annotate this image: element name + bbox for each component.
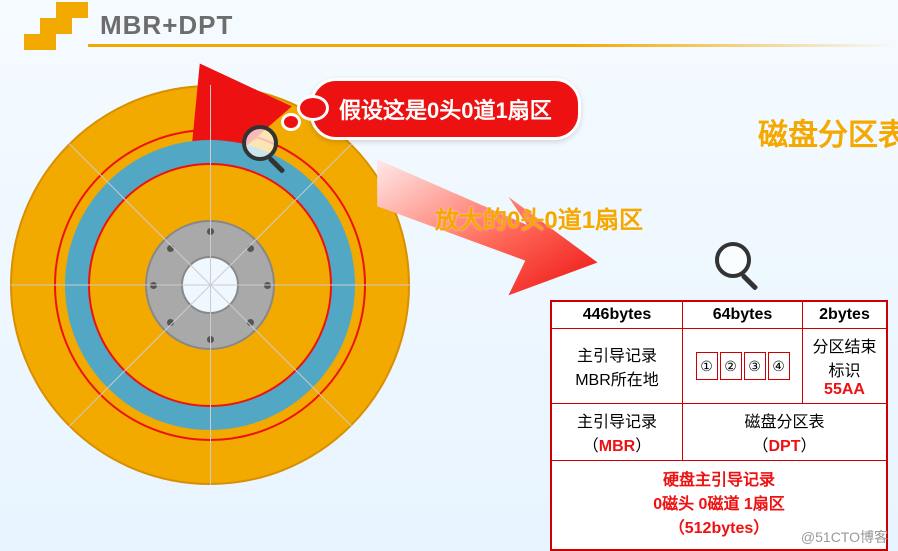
text: 主引导记录	[577, 342, 657, 366]
magnifier-icon	[242, 125, 288, 171]
text: 主引导记录	[577, 408, 657, 432]
footer-line: 0磁头 0磁道 1扇区	[556, 493, 882, 517]
partition-1: ①	[696, 352, 718, 380]
partition-2: ②	[720, 352, 742, 380]
text: 分区结束	[812, 333, 876, 357]
footer-line: 硬盘主引导记录	[556, 469, 882, 493]
cell-mbr: 主引导记录 （MBR）	[552, 404, 682, 460]
table-row: 主引导记录 MBR所在地 ① ② ③ ④ 分区结束 标识55AA	[552, 328, 886, 403]
callout-bubble: 假设这是0头0道1扇区	[310, 78, 581, 140]
header: MBR+DPT	[0, 0, 898, 50]
screw-icon	[150, 282, 157, 289]
screw-icon	[264, 282, 271, 289]
text: MBR所在地	[575, 366, 659, 390]
col-446: 446bytes	[552, 302, 682, 328]
table-row: 主引导记录 （MBR） 磁盘分区表 （DPT）	[552, 403, 886, 460]
col-2: 2bytes	[802, 302, 886, 328]
cell-partitions: ① ② ③ ④	[682, 329, 802, 403]
text: 标识55AA	[809, 357, 880, 399]
cell-mbr-area: 主引导记录 MBR所在地	[552, 329, 682, 403]
table-header-row: 446bytes 64bytes 2bytes	[552, 302, 886, 328]
cell-dpt: 磁盘分区表 （DPT）	[682, 404, 886, 460]
magnifier-icon	[715, 242, 761, 288]
arrow-label: 放大的0头0道1扇区	[435, 200, 643, 235]
radial-line	[11, 285, 211, 286]
watermark: @51CTO博客	[801, 527, 888, 547]
col-64: 64bytes	[682, 302, 802, 328]
header-rule	[88, 44, 898, 47]
text: （MBR）	[583, 432, 651, 456]
radial-line	[210, 85, 211, 285]
cell-signature: 分区结束 标识55AA	[802, 329, 886, 403]
disk-diagram	[10, 85, 410, 485]
partition-4: ④	[768, 352, 790, 380]
mbr-layout-table: 446bytes 64bytes 2bytes 主引导记录 MBR所在地 ① ②…	[550, 300, 888, 551]
radial-line	[210, 285, 211, 485]
text: 磁盘分区表	[744, 408, 824, 432]
page-title: MBR+DPT	[100, 10, 233, 41]
partition-3: ③	[744, 352, 766, 380]
title-squares-icon	[12, 2, 82, 48]
partition-table-label: 磁盘分区表	[758, 110, 898, 154]
text: （DPT）	[752, 432, 816, 456]
